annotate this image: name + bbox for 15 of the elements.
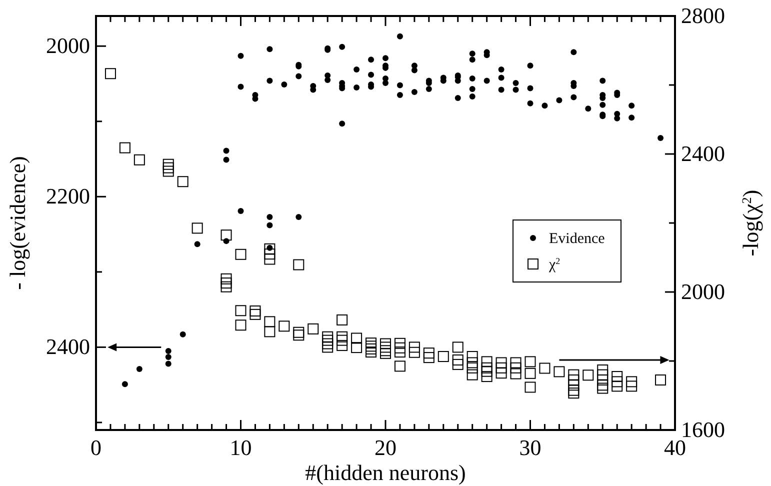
x-tick-label: 0 <box>90 435 102 460</box>
x-axis-title: #(hidden neurons) <box>305 460 466 485</box>
y-tick-label: 2000 <box>46 33 90 58</box>
y2-tick-label: 1600 <box>681 417 725 442</box>
y-tick-label: 2200 <box>46 184 90 209</box>
x-tick-label: 30 <box>519 435 542 460</box>
y2-tick-label: 2000 <box>681 279 725 304</box>
y2-tick-label: 2800 <box>681 3 725 28</box>
y2-tick-label: 2400 <box>681 141 725 166</box>
legend-label: Evidence <box>549 231 606 247</box>
legend-label: χ$^{2}$ <box>548 256 560 273</box>
y-axis-title: - log(evidence) <box>5 156 30 290</box>
x-tick-label: 20 <box>374 435 396 460</box>
x-tick-label: 10 <box>230 435 252 460</box>
y-tick-label: 2400 <box>46 334 90 360</box>
